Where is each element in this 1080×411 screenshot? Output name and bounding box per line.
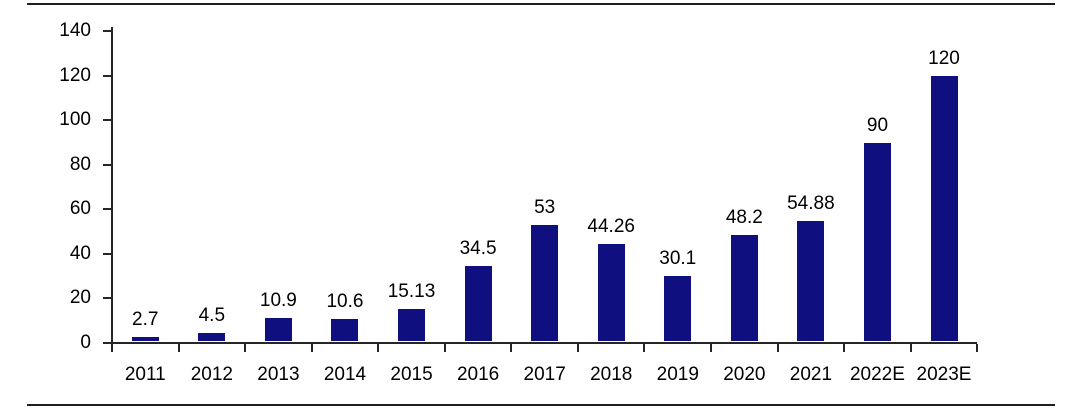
x-axis-label: 2018 bbox=[590, 364, 633, 385]
x-axis-tick bbox=[976, 343, 979, 352]
x-axis-label: 2020 bbox=[723, 364, 766, 385]
y-axis-tick bbox=[103, 208, 111, 211]
y-axis-tick bbox=[103, 297, 111, 300]
x-axis-tick bbox=[643, 343, 646, 352]
bottom-rule bbox=[27, 404, 1055, 406]
y-axis-tick bbox=[103, 30, 111, 33]
bar bbox=[198, 332, 226, 342]
bar-value-label: 53 bbox=[534, 196, 556, 218]
bar bbox=[797, 220, 825, 342]
bar-value-label: 44.26 bbox=[587, 216, 635, 238]
x-axis-label: 2013 bbox=[257, 364, 300, 385]
y-axis-label: 80 bbox=[69, 153, 91, 175]
x-axis-label: 2017 bbox=[523, 364, 566, 385]
x-axis-tick bbox=[776, 343, 779, 352]
bar bbox=[664, 275, 692, 342]
bar-value-label: 48.2 bbox=[725, 207, 763, 229]
top-rule bbox=[27, 3, 1055, 5]
x-axis-label: 2012 bbox=[190, 364, 233, 385]
x-axis-tick bbox=[443, 343, 446, 352]
y-axis-tick bbox=[103, 163, 111, 166]
bar bbox=[131, 336, 159, 342]
y-axis-line bbox=[111, 27, 113, 352]
bar-value-label: 34.5 bbox=[459, 237, 497, 259]
x-axis-label: 2023E bbox=[916, 364, 972, 385]
x-axis-label: 2014 bbox=[323, 364, 367, 385]
x-axis-tick bbox=[510, 343, 513, 352]
x-axis-tick bbox=[576, 343, 579, 352]
x-axis-tick bbox=[377, 343, 380, 352]
x-axis-tick bbox=[909, 343, 912, 352]
x-axis-tick bbox=[843, 343, 846, 352]
y-axis-label: 100 bbox=[59, 109, 91, 131]
bar bbox=[531, 224, 559, 342]
bar bbox=[464, 265, 492, 342]
y-axis-label: 0 bbox=[80, 331, 91, 353]
bar-value-label: 10.9 bbox=[259, 290, 297, 312]
y-axis-tick bbox=[103, 252, 111, 255]
x-axis-label: 2015 bbox=[390, 364, 433, 385]
x-axis-tick bbox=[244, 343, 247, 352]
y-axis-label: 40 bbox=[69, 242, 91, 264]
x-axis-label: 2022E bbox=[849, 364, 905, 385]
y-axis-label: 140 bbox=[59, 20, 91, 42]
x-axis-tick bbox=[177, 343, 180, 352]
y-axis-label: 20 bbox=[69, 287, 91, 309]
y-axis-tick bbox=[103, 341, 111, 344]
x-axis-tick bbox=[710, 343, 713, 352]
x-axis-label: 2011 bbox=[124, 364, 166, 385]
y-axis-label: 60 bbox=[69, 198, 91, 220]
bar-value-label: 15.13 bbox=[387, 280, 436, 302]
x-axis-line bbox=[111, 341, 978, 344]
x-axis-tick bbox=[310, 343, 313, 352]
bar bbox=[264, 318, 292, 342]
bar-value-label: 10.6 bbox=[326, 290, 364, 312]
bar bbox=[730, 235, 758, 342]
x-axis-tick bbox=[111, 343, 113, 352]
bar-value-label: 4.5 bbox=[198, 304, 226, 326]
y-axis-tick bbox=[103, 74, 111, 77]
y-axis-tick bbox=[103, 119, 111, 122]
x-axis-label: 2021 bbox=[789, 364, 833, 385]
bar bbox=[597, 244, 625, 342]
bar-value-label: 2.7 bbox=[132, 308, 159, 330]
bar bbox=[863, 142, 891, 342]
x-axis-label: 2016 bbox=[456, 364, 500, 385]
y-axis-label: 120 bbox=[59, 64, 91, 86]
bar-value-label: 120 bbox=[928, 47, 960, 69]
bar-value-label: 54.88 bbox=[787, 192, 835, 214]
bar bbox=[930, 75, 958, 342]
bar bbox=[331, 318, 359, 342]
x-axis-label: 2019 bbox=[656, 364, 699, 385]
bar-value-label: 90 bbox=[866, 114, 889, 136]
bar-value-label: 30.1 bbox=[659, 247, 697, 269]
bar bbox=[398, 308, 426, 342]
